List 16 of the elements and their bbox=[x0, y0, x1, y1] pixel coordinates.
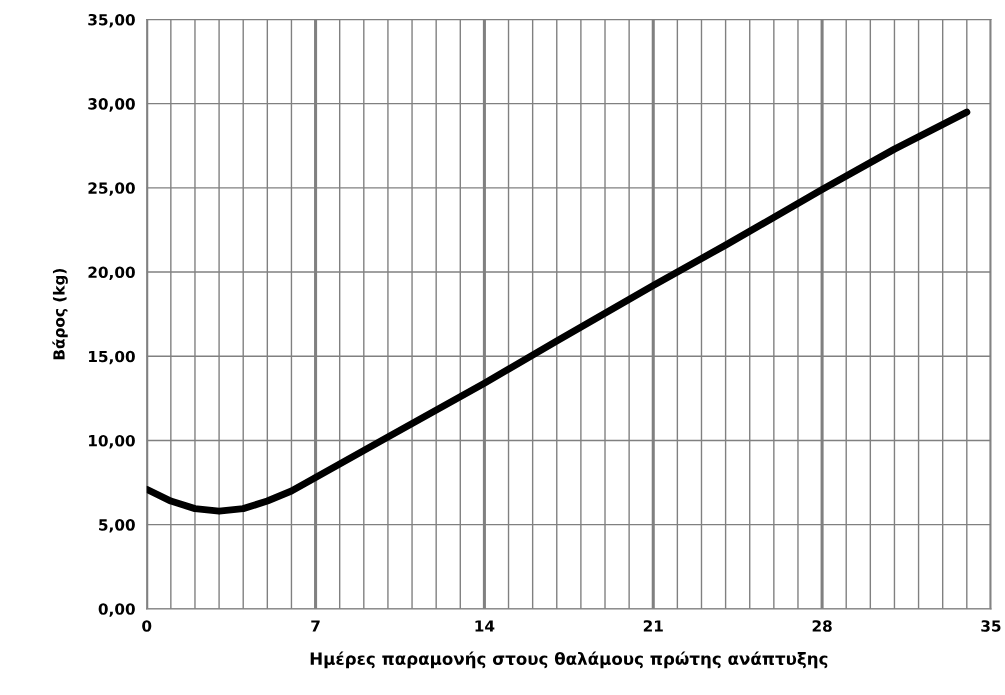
x-tick-label: 7 bbox=[311, 620, 320, 632]
y-tick-label: 30,00 bbox=[88, 98, 135, 112]
x-tick-label: 28 bbox=[812, 620, 832, 632]
y-tick-label: 35,00 bbox=[88, 13, 135, 28]
x-axis-title: Ημέρες παραμονής στους θαλάμους πρώτης ανάπτυξης bbox=[310, 651, 828, 669]
y-tick-label: 20,00 bbox=[88, 266, 135, 281]
y-tick-label: 0,00 bbox=[98, 603, 135, 617]
y-tick-label: 25,00 bbox=[88, 182, 135, 196]
y-tick-label: 15,00 bbox=[89, 350, 135, 365]
y-tick-label: 5,00 bbox=[99, 519, 135, 533]
x-tick-label: 0 bbox=[142, 620, 152, 632]
y-tick-label: 10,00 bbox=[89, 434, 135, 449]
y-axis-title: Βάρος (kg) bbox=[52, 268, 68, 360]
x-tick-label: 35 bbox=[981, 620, 1001, 632]
x-tick-label: 21 bbox=[643, 620, 663, 632]
x-tick-label: 14 bbox=[475, 620, 495, 632]
